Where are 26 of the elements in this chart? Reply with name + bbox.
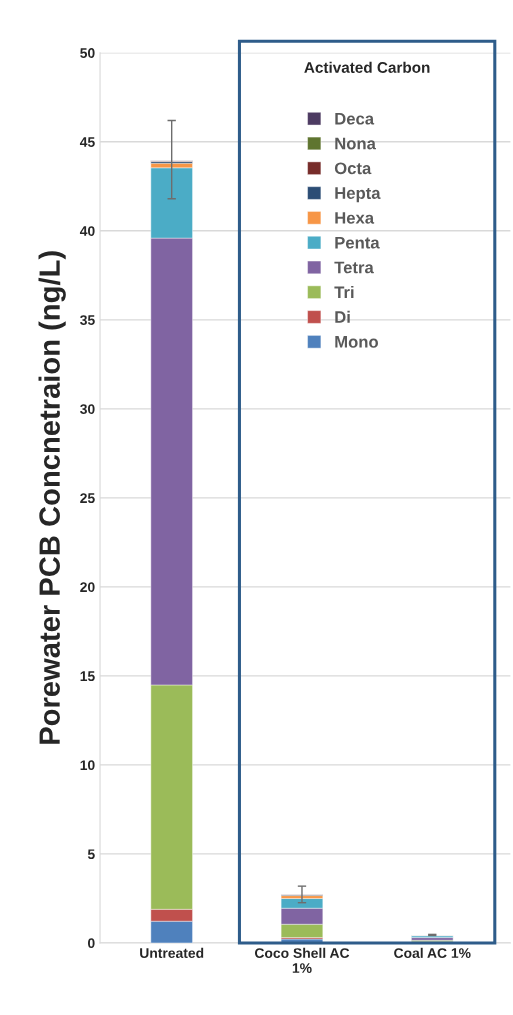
y-tick-label: 10 [80,760,95,771]
y-axis-title: Porewater PCB Concnetraion (ng/L) [38,251,66,744]
y-tick-label: 50 [80,48,95,58]
legend-label: Di [335,310,350,323]
y-tick-label: 40 [79,226,95,236]
y-tick-label: 0 [88,938,95,949]
legend-label: Nona [335,137,376,150]
y-tick-label: 35 [80,315,95,326]
y-tick-label: 15 [80,671,95,682]
y-tick-label: 20 [80,582,95,593]
legend-label: Deca [335,112,375,125]
y-tick-label: 25 [80,493,95,504]
legend-label: Octa [334,162,372,175]
x-tick-label: Coal AC 1% [394,947,471,958]
legend-label: Tri [334,285,354,298]
annotation: Activated Carbon [304,61,430,73]
legend-label: Hepta [335,187,381,203]
y-tick-label: 5 [87,849,95,860]
legend-label: Penta [335,236,380,249]
x-tick-label: Coco Shell AC 1% [254,947,350,973]
x-tick-label: Untreated [140,947,204,958]
legend-label: Mono [335,336,378,348]
legend-label: Hexa [335,212,375,224]
legend-label: Tetra [334,261,374,274]
y-tick-label: 30 [80,404,95,415]
y-tick-label: 45 [79,137,95,147]
